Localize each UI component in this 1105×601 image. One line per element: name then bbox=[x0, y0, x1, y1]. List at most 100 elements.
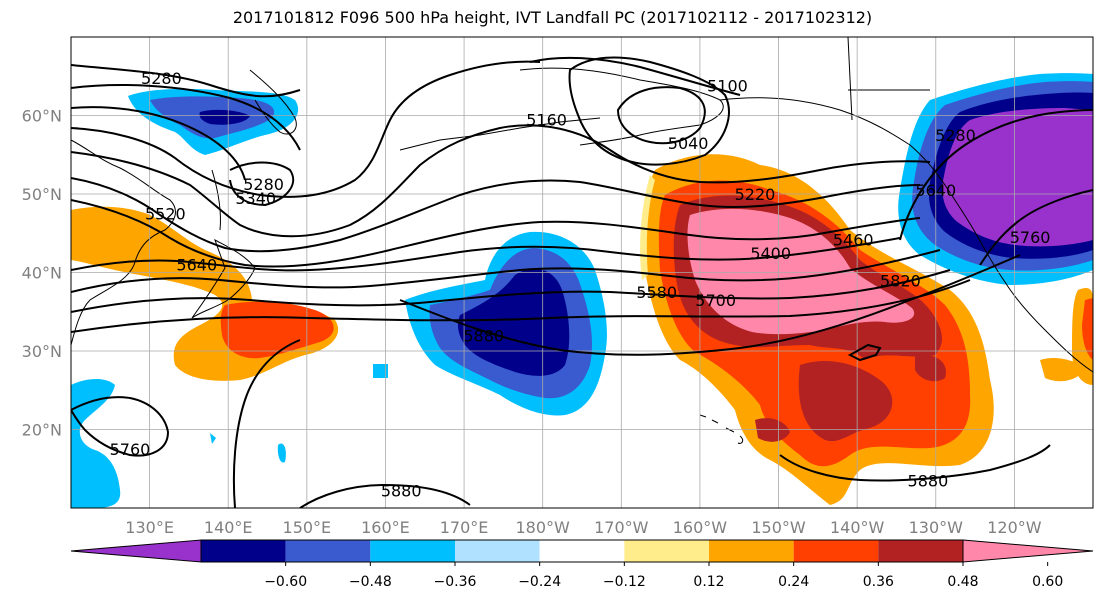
contour-label-6: 5520 bbox=[145, 205, 186, 224]
coast-aleutians bbox=[399, 117, 601, 151]
ivt-positive-japan-red bbox=[220, 301, 334, 359]
coast-alaska bbox=[519, 67, 724, 146]
colorbar-tick-label-3: −0.24 bbox=[518, 574, 561, 590]
height-contours bbox=[71, 56, 1093, 508]
lon-tick-label-0: 130°E bbox=[125, 518, 174, 537]
contour-label-11: 5580 bbox=[636, 283, 677, 302]
ivt-negative-small-1 bbox=[373, 364, 388, 378]
colorbar-tick-label-5: 0.12 bbox=[693, 574, 724, 590]
lat-tick-label-1: 30°N bbox=[22, 342, 62, 361]
contour-line-10 bbox=[71, 177, 921, 253]
ivt-positive-west-coast-red bbox=[1082, 298, 1093, 360]
contour-label-5: 5340 bbox=[235, 189, 276, 208]
lon-tick-label-1: 140°E bbox=[204, 518, 253, 537]
colorbar-tick-labels: −0.60 −0.48 −0.36 −0.24 −0.12 0.12 0.24 0.36 0.4… bbox=[264, 562, 1063, 590]
contour-line-4 bbox=[229, 161, 295, 207]
contour-label-4: 5280 bbox=[243, 175, 284, 194]
lat-tick-label-4: 60°N bbox=[22, 107, 62, 126]
contour-labels: 5280 510051605040528053405520522054605400… bbox=[110, 69, 1051, 501]
lon-tick-label-2: 150°E bbox=[283, 518, 332, 537]
contour-line-16 bbox=[399, 254, 1021, 356]
gridlines bbox=[71, 37, 1093, 508]
lon-tick-label-5: 180°W bbox=[516, 518, 571, 537]
contour-label-7: 5220 bbox=[735, 185, 776, 204]
contour-line-8 bbox=[568, 56, 730, 166]
ivt-positive-baja-orange bbox=[1040, 357, 1085, 382]
coast-sakhalin bbox=[211, 169, 221, 231]
ivt-negative-small-2 bbox=[277, 443, 286, 463]
contour-line-2 bbox=[71, 84, 301, 151]
contour-line-15 bbox=[71, 279, 971, 333]
contour-line-5 bbox=[71, 60, 541, 198]
contour-label-0: 5280 bbox=[141, 69, 182, 88]
coast-hawaii bbox=[699, 414, 744, 444]
lon-tick-label-11: 120°W bbox=[987, 518, 1042, 537]
coast-asia bbox=[71, 139, 176, 346]
contour-label-12: 5700 bbox=[695, 291, 736, 310]
ivt-negative-philippine-lightblue bbox=[71, 378, 121, 508]
contour-line-18 bbox=[232, 339, 301, 508]
ivt-negative-central-pacific-navy bbox=[457, 268, 570, 376]
contour-label-9: 5400 bbox=[750, 244, 791, 263]
contour-line-13 bbox=[71, 249, 941, 293]
colorbar-tick-label-9: 0.60 bbox=[1032, 574, 1063, 590]
lat-tick-label-0: 20°N bbox=[22, 421, 62, 440]
ivt-negative-nw-america-purple bbox=[942, 108, 1093, 247]
colorbar-tick-label-1: −0.48 bbox=[349, 574, 392, 590]
map-title: 2017101812 F096 500 hPa height, IVT Land… bbox=[232, 8, 873, 27]
lon-tick-label-7: 160°W bbox=[673, 518, 728, 537]
map-frame bbox=[70, 36, 1094, 509]
contour-line-1 bbox=[71, 64, 301, 98]
contour-label-15: 5760 bbox=[110, 440, 151, 459]
contour-line-11 bbox=[71, 199, 921, 268]
contour-line-23 bbox=[979, 189, 1093, 266]
colorbar-tick-label-7: 0.36 bbox=[863, 574, 894, 590]
colorbar-tick-label-2: −0.36 bbox=[434, 574, 477, 590]
ivt-negative-okhotsk-navy bbox=[199, 109, 250, 125]
contour-label-18: 5760 bbox=[1010, 228, 1051, 247]
lon-tick-label-3: 160°E bbox=[361, 518, 410, 537]
colorbar-tick-label-0: −0.60 bbox=[264, 574, 307, 590]
contour-line-3 bbox=[71, 106, 246, 181]
latitude-tick-labels: 20°N 30°N 40°N 50°N 60°N bbox=[22, 107, 62, 440]
contour-label-13: 5820 bbox=[880, 271, 921, 290]
contour-label-1: 5100 bbox=[707, 77, 748, 96]
lon-tick-label-10: 130°W bbox=[909, 518, 964, 537]
lon-tick-label-9: 140°W bbox=[830, 518, 885, 537]
lon-tick-label-8: 150°W bbox=[751, 518, 806, 537]
contour-label-14: 5880 bbox=[463, 326, 504, 345]
contour-label-8: 5460 bbox=[833, 231, 874, 250]
lat-tick-label-2: 40°N bbox=[22, 264, 62, 283]
longitude-tick-labels: 130°E 140°E 150°E 160°E 170°E 180°W 170°W 160°W… bbox=[125, 518, 1041, 537]
contour-line-7 bbox=[616, 86, 706, 145]
lat-tick-label-3: 50°N bbox=[22, 185, 62, 204]
contour-line-14 bbox=[71, 269, 951, 313]
lon-tick-label-4: 170°E bbox=[440, 518, 489, 537]
ivt-positive-subtropical-darkred bbox=[798, 360, 893, 442]
contour-line-17 bbox=[71, 396, 170, 457]
contour-line-21 bbox=[847, 343, 882, 362]
contour-line-19 bbox=[299, 483, 471, 508]
map-figure: 5280 510051605040528053405520522054605400… bbox=[22, 36, 1094, 537]
ivt-negative-small-3 bbox=[210, 433, 216, 444]
contour-label-19: 5640 bbox=[915, 181, 956, 200]
coast-alaska-south bbox=[719, 97, 1093, 373]
contour-label-2: 5160 bbox=[526, 110, 567, 129]
contour-line-12 bbox=[71, 237, 901, 272]
contour-label-3: 5040 bbox=[668, 134, 709, 153]
colorbar-tick-label-4: −0.12 bbox=[603, 574, 646, 590]
contour-label-10: 5640 bbox=[176, 256, 217, 275]
contour-line-9 bbox=[71, 124, 931, 238]
contour-line-22 bbox=[899, 109, 1093, 241]
lon-tick-label-6: 170°W bbox=[594, 518, 649, 537]
contour-label-16: 5880 bbox=[381, 482, 422, 501]
coast-canada-inland bbox=[847, 37, 930, 121]
ivt-positive-ne-pacific-yellow bbox=[640, 175, 655, 280]
ivt-positive-hawaii-darkred bbox=[755, 418, 790, 442]
coast-kamchatka bbox=[249, 69, 297, 135]
colorbar-tick-label-8: 0.48 bbox=[947, 574, 978, 590]
contour-label-20: 5280 bbox=[935, 126, 976, 145]
colorbar-tick-label-6: 0.24 bbox=[778, 574, 809, 590]
ivt-shading bbox=[71, 73, 1093, 508]
contour-line-20 bbox=[779, 444, 1051, 482]
